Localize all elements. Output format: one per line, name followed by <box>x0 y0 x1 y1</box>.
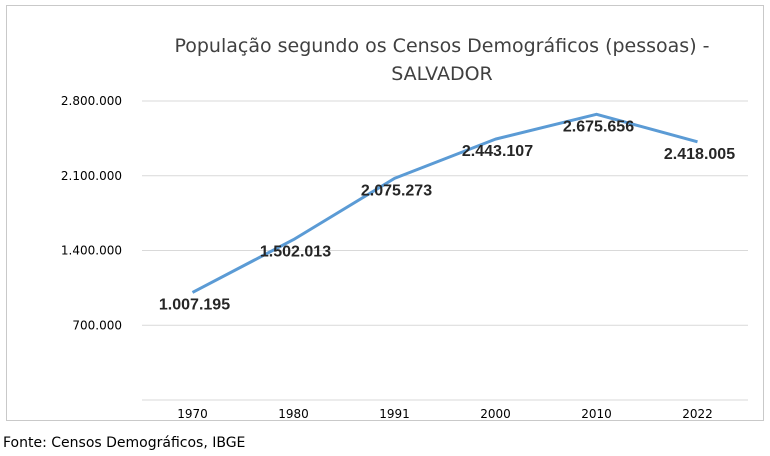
x-tick-label: 1970 <box>177 407 208 421</box>
y-tick-label: 1.400.000 <box>61 244 122 258</box>
series-line <box>191 112 698 294</box>
data-label: 2.675.656 <box>563 118 634 135</box>
data-label: 2.443.107 <box>462 143 533 160</box>
data-label: 2.418.005 <box>664 146 735 163</box>
y-tick-label: 700.000 <box>72 318 122 332</box>
x-tick-label: 2010 <box>581 407 612 421</box>
chart-title: População segundo os Censos Demográficos… <box>174 35 709 57</box>
data-label: 2.075.273 <box>361 182 432 199</box>
y-tick-label: 2.800.000 <box>61 94 122 108</box>
x-tick-label: 1980 <box>278 407 309 421</box>
chart-frame <box>6 5 764 421</box>
data-label: 1.007.195 <box>159 296 230 313</box>
chart-title-line2: SALVADOR <box>391 63 492 85</box>
x-tick-label: 1991 <box>379 407 410 421</box>
y-tick-label: 2.100.000 <box>61 169 122 183</box>
source-note: Fonte: Censos Demográficos, IBGE <box>3 435 246 451</box>
x-tick-label: 2000 <box>480 407 511 421</box>
data-label: 1.502.013 <box>260 244 331 261</box>
x-tick-label: 2022 <box>682 407 713 421</box>
